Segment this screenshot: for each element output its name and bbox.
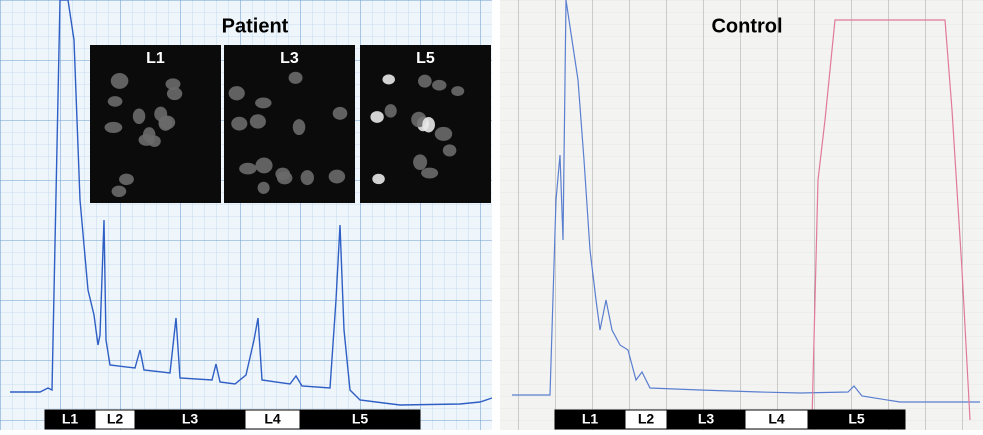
nucleus — [132, 108, 146, 125]
nucleus — [166, 87, 183, 101]
nucleus — [138, 134, 155, 146]
fraction-bar: L1 L2 L3 L4 L5 — [44, 409, 421, 430]
nucleus — [370, 111, 384, 123]
nucleus — [328, 169, 346, 184]
trace — [512, 0, 980, 403]
nucleus — [110, 72, 129, 89]
fraction-label: L3 — [698, 411, 715, 427]
nucleus — [384, 104, 397, 118]
nucleus — [434, 126, 453, 141]
patient-panel: Patient L1 L3 L5 L1 L2 L3 L4 L5 — [0, 0, 493, 430]
nucleus — [276, 171, 293, 185]
nucleus — [239, 162, 257, 175]
fraction-label: L1 — [582, 411, 599, 427]
nucleus — [255, 157, 273, 174]
panel-title: Control — [711, 15, 782, 37]
micrographs: L1 L3 L5 — [90, 45, 491, 203]
nucleus — [421, 167, 439, 179]
nucleus — [292, 119, 306, 136]
nucleus — [107, 96, 123, 107]
panel-title: Patient — [222, 15, 289, 37]
micrograph-label: L1 — [146, 50, 165, 67]
trace — [10, 0, 493, 406]
grid — [514, 0, 983, 430]
fraction-label: L2 — [638, 411, 655, 427]
nucleus — [228, 86, 245, 101]
nucleus — [422, 117, 435, 133]
fraction-label: L5 — [848, 411, 865, 427]
nucleus — [451, 86, 465, 97]
nucleus — [417, 74, 432, 88]
nucleus — [382, 74, 395, 85]
fraction-segment — [299, 409, 421, 430]
fraction-label: L4 — [264, 411, 281, 427]
nucleus — [442, 144, 457, 157]
fraction-segment — [807, 409, 906, 430]
nucleus — [413, 154, 428, 170]
nucleus — [119, 173, 134, 186]
nucleus — [372, 173, 385, 185]
nucleus — [158, 115, 176, 130]
control-panel: Control L1 L2 L3 L4 L5 — [500, 0, 983, 430]
nucleus — [249, 114, 266, 129]
fraction-label: L5 — [352, 411, 369, 427]
fraction-label: L1 — [62, 411, 79, 427]
nucleus — [257, 181, 270, 194]
nucleus — [231, 116, 248, 131]
nucleus — [432, 79, 447, 91]
nucleus — [255, 97, 272, 109]
gradient-line — [811, 19, 971, 421]
fraction-label: L2 — [107, 411, 124, 427]
micrograph-label: L5 — [416, 50, 435, 67]
nucleus — [104, 121, 123, 133]
nucleus — [332, 106, 348, 120]
fraction-bar: L1 L2 L3 L4 L5 — [554, 409, 906, 430]
nucleus — [165, 78, 181, 90]
micrograph-label: L3 — [280, 50, 299, 67]
nucleus — [111, 185, 127, 198]
nucleus — [288, 71, 303, 84]
fraction-label: L3 — [182, 411, 199, 427]
nucleus — [300, 170, 314, 186]
fraction-label: L4 — [768, 411, 785, 427]
